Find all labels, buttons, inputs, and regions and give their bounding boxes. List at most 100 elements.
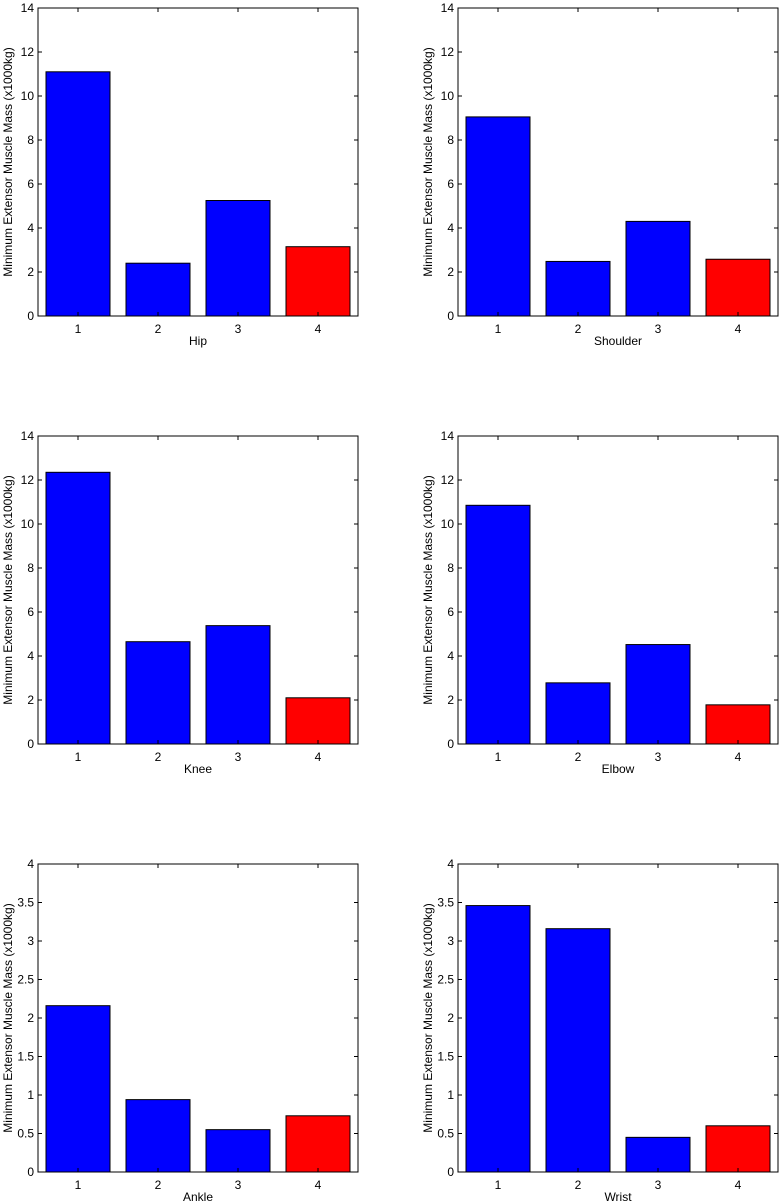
- bar-2: [545, 928, 611, 1173]
- y-tick-label: 12: [21, 473, 35, 487]
- y-tick-label: 0.5: [437, 1127, 454, 1141]
- x-tick-label: 3: [235, 322, 242, 336]
- x-tick-label: 2: [575, 1178, 582, 1192]
- x-axis-label: Knee: [184, 762, 212, 776]
- y-tick-label: 10: [441, 517, 455, 531]
- y-tick-label: 1.5: [437, 1050, 454, 1064]
- y-axis-label: Minimum Extensor Muscle Mass (x1000kg): [421, 903, 435, 1132]
- bar-3: [625, 220, 691, 317]
- y-tick-label: 10: [21, 89, 35, 103]
- bar-1: [465, 504, 531, 745]
- x-tick-label: 2: [575, 750, 582, 764]
- y-tick-label: 2: [447, 265, 454, 279]
- x-axis-label: Shoulder: [594, 334, 642, 348]
- y-tick-label: 6: [27, 605, 34, 619]
- y-tick-label: 3: [447, 934, 454, 948]
- y-tick-label: 14: [441, 1, 455, 15]
- y-axis-label: Minimum Extensor Muscle Mass (x1000kg): [421, 47, 435, 276]
- bar-1: [45, 471, 111, 745]
- x-tick-label: 2: [155, 1178, 162, 1192]
- y-tick-label: 3.5: [437, 896, 454, 910]
- bar-3: [205, 1129, 271, 1173]
- x-tick-label: 4: [315, 750, 322, 764]
- y-tick-label: 2: [27, 1011, 34, 1025]
- bar-2: [125, 641, 191, 745]
- x-axis-label: Ankle: [183, 1190, 213, 1204]
- y-tick-label: 14: [21, 1, 35, 15]
- bar-2: [125, 262, 191, 317]
- y-tick-label: 4: [447, 649, 454, 663]
- y-tick-label: 12: [441, 473, 455, 487]
- x-tick-label: 4: [735, 1178, 742, 1192]
- y-tick-label: 0: [447, 309, 454, 323]
- x-tick-label: 4: [315, 1178, 322, 1192]
- y-axis-label: Minimum Extensor Muscle Mass (x1000kg): [421, 475, 435, 704]
- x-tick-label: 1: [75, 1178, 82, 1192]
- bar-4: [285, 697, 351, 745]
- y-tick-label: 2: [447, 1011, 454, 1025]
- y-tick-label: 12: [21, 45, 35, 59]
- bar-4: [705, 258, 771, 317]
- x-tick-label: 3: [655, 1178, 662, 1192]
- y-tick-label: 1: [447, 1088, 454, 1102]
- x-tick-label: 1: [495, 750, 502, 764]
- x-axis-label: Elbow: [602, 762, 635, 776]
- y-tick-label: 14: [441, 429, 455, 443]
- y-tick-label: 4: [27, 221, 34, 235]
- x-tick-label: 3: [655, 322, 662, 336]
- y-tick-label: 6: [447, 605, 454, 619]
- bar-2: [545, 260, 611, 317]
- y-tick-label: 4: [447, 221, 454, 235]
- x-tick-label: 3: [235, 750, 242, 764]
- y-tick-label: 14: [21, 429, 35, 443]
- y-axis-label: Minimum Extensor Muscle Mass (x1000kg): [1, 475, 15, 704]
- y-axis-label: Minimum Extensor Muscle Mass (x1000kg): [1, 903, 15, 1132]
- y-tick-label: 10: [441, 89, 455, 103]
- x-tick-label: 1: [495, 322, 502, 336]
- x-tick-label: 2: [155, 750, 162, 764]
- bar-2: [545, 682, 611, 745]
- y-tick-label: 0: [447, 1165, 454, 1179]
- y-tick-label: 2: [447, 693, 454, 707]
- y-tick-label: 0: [447, 737, 454, 751]
- x-tick-label: 2: [575, 322, 582, 336]
- x-tick-label: 4: [735, 750, 742, 764]
- bar-3: [625, 644, 691, 745]
- y-tick-label: 8: [447, 133, 454, 147]
- y-tick-label: 0: [27, 1165, 34, 1179]
- bar-1: [465, 905, 531, 1173]
- y-tick-label: 1.5: [17, 1050, 34, 1064]
- y-tick-label: 4: [27, 649, 34, 663]
- y-axis-label: Minimum Extensor Muscle Mass (x1000kg): [1, 47, 15, 276]
- y-tick-label: 0.5: [17, 1127, 34, 1141]
- y-tick-label: 3.5: [17, 896, 34, 910]
- x-axis-label: Hip: [189, 334, 207, 348]
- chart-panel-wrist: 0 0.5 1 1.5 2 2.5 3 3.5 4 1 2 3 4 Wrist Minimum Extens…: [421, 857, 779, 1204]
- y-tick-label: 6: [27, 177, 34, 191]
- x-tick-label: 4: [315, 322, 322, 336]
- bar-3: [205, 625, 271, 745]
- x-tick-label: 4: [735, 322, 742, 336]
- y-tick-label: 0: [27, 309, 34, 323]
- y-tick-label: 2: [27, 265, 34, 279]
- bar-2: [125, 1099, 191, 1173]
- x-axis-label: Wrist: [604, 1190, 632, 1204]
- y-tick-label: 8: [27, 561, 34, 575]
- x-tick-label: 3: [655, 750, 662, 764]
- bar-1: [45, 71, 111, 317]
- y-tick-label: 4: [27, 857, 34, 871]
- bar-4: [705, 704, 771, 745]
- x-tick-label: 1: [75, 750, 82, 764]
- y-tick-label: 6: [447, 177, 454, 191]
- plot-frame: [37, 435, 359, 745]
- plot-frame: [457, 435, 779, 745]
- x-tick-label: 3: [235, 1178, 242, 1192]
- plot-frame: [457, 7, 779, 317]
- y-tick-label: 8: [27, 133, 34, 147]
- bar-3: [625, 1136, 691, 1173]
- y-tick-label: 12: [441, 45, 455, 59]
- x-tick-label: 1: [495, 1178, 502, 1192]
